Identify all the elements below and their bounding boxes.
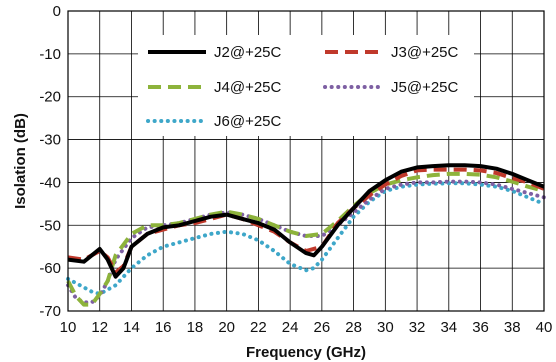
x-tick-label: 16 [155, 319, 172, 336]
x-tick-labels: 10 12 14 16 18 20 22 24 26 28 30 32 34 36 38 40 [60, 319, 553, 336]
x-tick-label: 32 [409, 319, 426, 336]
x-tick-label: 40 [536, 319, 553, 336]
series-line-j2-25c [67, 163, 545, 279]
legend-label-j5-25c: J5@+25C [391, 79, 459, 96]
y-tick-label: -70 [39, 303, 61, 320]
x-tick-label: 36 [472, 319, 489, 336]
x-tick-label: 38 [504, 319, 521, 336]
plot-frame [67, 10, 545, 312]
legend-label-j2-25c: J2@+25C [214, 44, 282, 61]
x-tick-label: 34 [440, 319, 457, 336]
x-tick-label: 30 [377, 319, 394, 336]
y-tick-label: -20 [39, 89, 61, 106]
y-tick-labels: 0 -10 -20 -30 -40 -50 -60 -70 [39, 3, 61, 320]
y-tick-label: 0 [53, 3, 61, 20]
series-line-j6-25c [66, 181, 546, 296]
x-tick-label: 24 [282, 319, 299, 336]
x-tick-label: 20 [218, 319, 235, 336]
y-tick-label: -40 [39, 174, 61, 191]
y-axis-title: Isolation (dB) [12, 113, 29, 209]
x-tick-label: 22 [250, 319, 267, 336]
series-layer [66, 163, 546, 307]
x-tick-label: 14 [123, 319, 140, 336]
legend: J2@+25C J3@+25C J4@+25C J5@+25C J6@+25C [138, 35, 474, 136]
x-tick-label: 10 [60, 319, 77, 336]
x-tick-label: 12 [91, 319, 108, 336]
series-line-j4-25c [66, 171, 545, 307]
x-axis-title: Frequency (GHz) [246, 344, 366, 361]
legend-label-j6-25c: J6@+25C [214, 113, 282, 130]
y-tick-label: -30 [39, 132, 61, 149]
y-tick-label: -50 [39, 217, 61, 234]
x-tick-label: 18 [187, 319, 204, 336]
x-tick-label: 28 [345, 319, 362, 336]
legend-label-j3-25c: J3@+25C [391, 44, 459, 61]
x-tick-label: 26 [314, 319, 331, 336]
legend-label-j4-25c: J4@+25C [214, 79, 282, 96]
y-tick-label: -60 [39, 260, 61, 277]
y-tick-label: -10 [39, 46, 61, 63]
series-line-j3-25c [67, 167, 545, 275]
